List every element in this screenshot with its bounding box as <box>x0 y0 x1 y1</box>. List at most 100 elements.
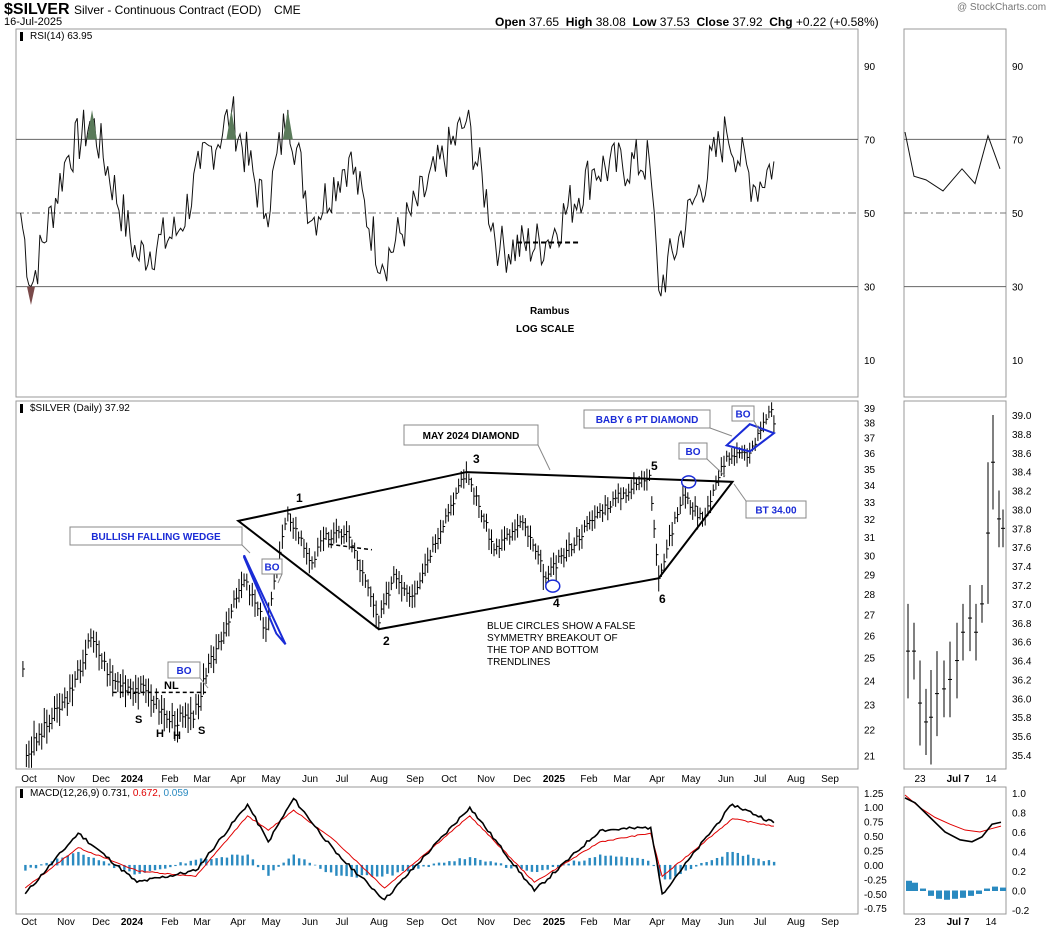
macd-line <box>24 797 775 901</box>
macd-histogram-bar <box>92 857 95 866</box>
macd-histogram-bar <box>164 864 167 869</box>
rsi-note: LOG SCALE <box>516 324 575 335</box>
x-axis-label-bottom: Apr <box>230 917 246 928</box>
bo-callout: BO <box>177 666 192 677</box>
baby-callout: BABY 6 PT DIAMOND <box>596 415 699 426</box>
macd-histogram-bar <box>679 864 682 875</box>
zoom-x-axis-label-bottom: Jul 7 <box>947 917 970 928</box>
macd-zoom-histogram-bar <box>1000 887 1006 891</box>
x-axis-label: May <box>682 774 701 785</box>
x-axis-label-bottom: Nov <box>477 917 495 928</box>
macd-histogram-bar <box>184 863 187 866</box>
macd-histogram-bar <box>674 864 677 877</box>
macd-histogram-bar <box>636 857 639 866</box>
bo-callout-box <box>167 661 201 679</box>
zoom-x-axis-label: 14 <box>985 774 997 785</box>
macd-signal-line <box>24 809 774 889</box>
x-axis-label: Jul <box>754 774 767 785</box>
price-tick-label: 30 <box>864 551 876 562</box>
x-axis-label-bottom: May <box>262 917 281 928</box>
macd-histogram-bar <box>530 864 534 872</box>
circles-note-line: SYMMETRY BREAKOUT OF <box>487 633 618 644</box>
macd-histogram-bar <box>340 864 343 876</box>
price-tick-label: 22 <box>864 725 876 736</box>
rsi-tick-label: 50 <box>864 209 876 220</box>
price-tick-label: 26 <box>864 632 876 643</box>
macd-zoom-tick-label: 1.0 <box>1012 789 1026 800</box>
macd-histogram-bar <box>360 864 364 876</box>
macd-label-part: 0.672, <box>133 788 164 799</box>
x-axis-label-bottom: Aug <box>787 917 805 928</box>
price-tick-label: 29 <box>864 570 876 581</box>
x-axis-label-bottom: Mar <box>613 917 631 928</box>
macd-histogram-bar <box>541 864 544 871</box>
price-tick-label: 28 <box>864 590 876 601</box>
macd-histogram-bar <box>412 864 415 870</box>
macd-histogram-bar <box>303 859 306 866</box>
macd-histogram-bar <box>199 858 203 866</box>
x-axis-label: Jun <box>302 774 318 785</box>
macd-histogram-bar <box>458 858 461 866</box>
macd-histogram-bar <box>210 859 213 866</box>
bo-callout: BO <box>736 410 751 421</box>
price-tick-label: 38 <box>864 419 876 430</box>
macd-histogram-bar <box>324 864 327 873</box>
panel-frame <box>903 400 1007 770</box>
macd-zoom-signal <box>904 794 1002 833</box>
macd-tick-label: -0.50 <box>864 890 887 901</box>
macd-histogram-bar <box>236 854 239 866</box>
macd-histogram-bar <box>272 864 275 871</box>
baby-callout-box <box>583 409 711 429</box>
diamond-point-label: 1 <box>296 491 303 505</box>
macd-histogram-bar <box>97 860 101 866</box>
macd-histogram-bar <box>29 864 32 868</box>
macd-histogram-bar <box>251 859 255 866</box>
macd-zoom-histogram-bar <box>928 890 934 896</box>
symbol-description: Silver - Continuous Contract (EOD) <box>74 3 262 17</box>
macd-zoom-histogram-bar <box>976 890 982 894</box>
price-zoom-tick-label: 36.6 <box>1012 638 1032 649</box>
macd-zoom-histogram-bar <box>952 890 958 899</box>
macd-histogram-bar <box>684 864 688 871</box>
macd-histogram-bar <box>365 864 369 876</box>
macd-histogram-bar <box>381 864 384 877</box>
macd-zoom-tick-label: 0.2 <box>1012 867 1026 878</box>
diamond-point-label: 3 <box>473 452 480 466</box>
macd-histogram-bar <box>396 864 399 873</box>
diamond-callout-box <box>403 424 539 446</box>
panel-frame <box>15 786 859 915</box>
x-axis-label-bottom: 2025 <box>543 917 566 928</box>
legend-bar-glyph <box>20 404 23 413</box>
wedge-callout-box <box>69 526 243 546</box>
x-axis-label: Jul <box>336 774 349 785</box>
rsi-zoom-tick-label: 90 <box>1012 62 1024 73</box>
macd-histogram-bar <box>319 864 322 869</box>
x-axis-label: 2025 <box>543 774 566 785</box>
macd-label-part: 0.731, <box>102 788 133 799</box>
legend-bar-glyph <box>20 32 23 41</box>
macd-histogram-bar <box>700 862 703 866</box>
macd-histogram-bar <box>174 864 177 867</box>
macd-histogram-bar <box>335 864 338 876</box>
macd-zoom-histogram-bar <box>936 890 942 899</box>
rsi-note: Rambus <box>530 306 570 317</box>
macd-histogram-bar <box>767 860 771 866</box>
rsi-zoom-tick-label: 70 <box>1012 135 1024 146</box>
macd-histogram-bar <box>292 854 295 866</box>
macd-histogram-bar <box>220 857 224 866</box>
x-axis-label: Feb <box>580 774 598 785</box>
price-tick-label: 23 <box>864 700 876 711</box>
macd-histogram-bar <box>56 858 59 866</box>
x-axis-label-bottom: Feb <box>161 917 179 928</box>
macd-histogram-bar <box>556 864 560 868</box>
x-axis-label: Jun <box>718 774 734 785</box>
x-axis-label: Feb <box>161 774 179 785</box>
macd-histogram-bar <box>726 852 729 866</box>
macd-histogram-bar <box>695 864 698 867</box>
macd-histogram-bar <box>102 861 106 866</box>
x-axis-label-bottom: Mar <box>193 917 211 928</box>
macd-histogram-bar <box>246 854 249 866</box>
shoulder-label: S <box>198 725 205 737</box>
macd-histogram-bar <box>77 851 80 866</box>
macd-zoom-histogram-bar <box>906 880 912 891</box>
